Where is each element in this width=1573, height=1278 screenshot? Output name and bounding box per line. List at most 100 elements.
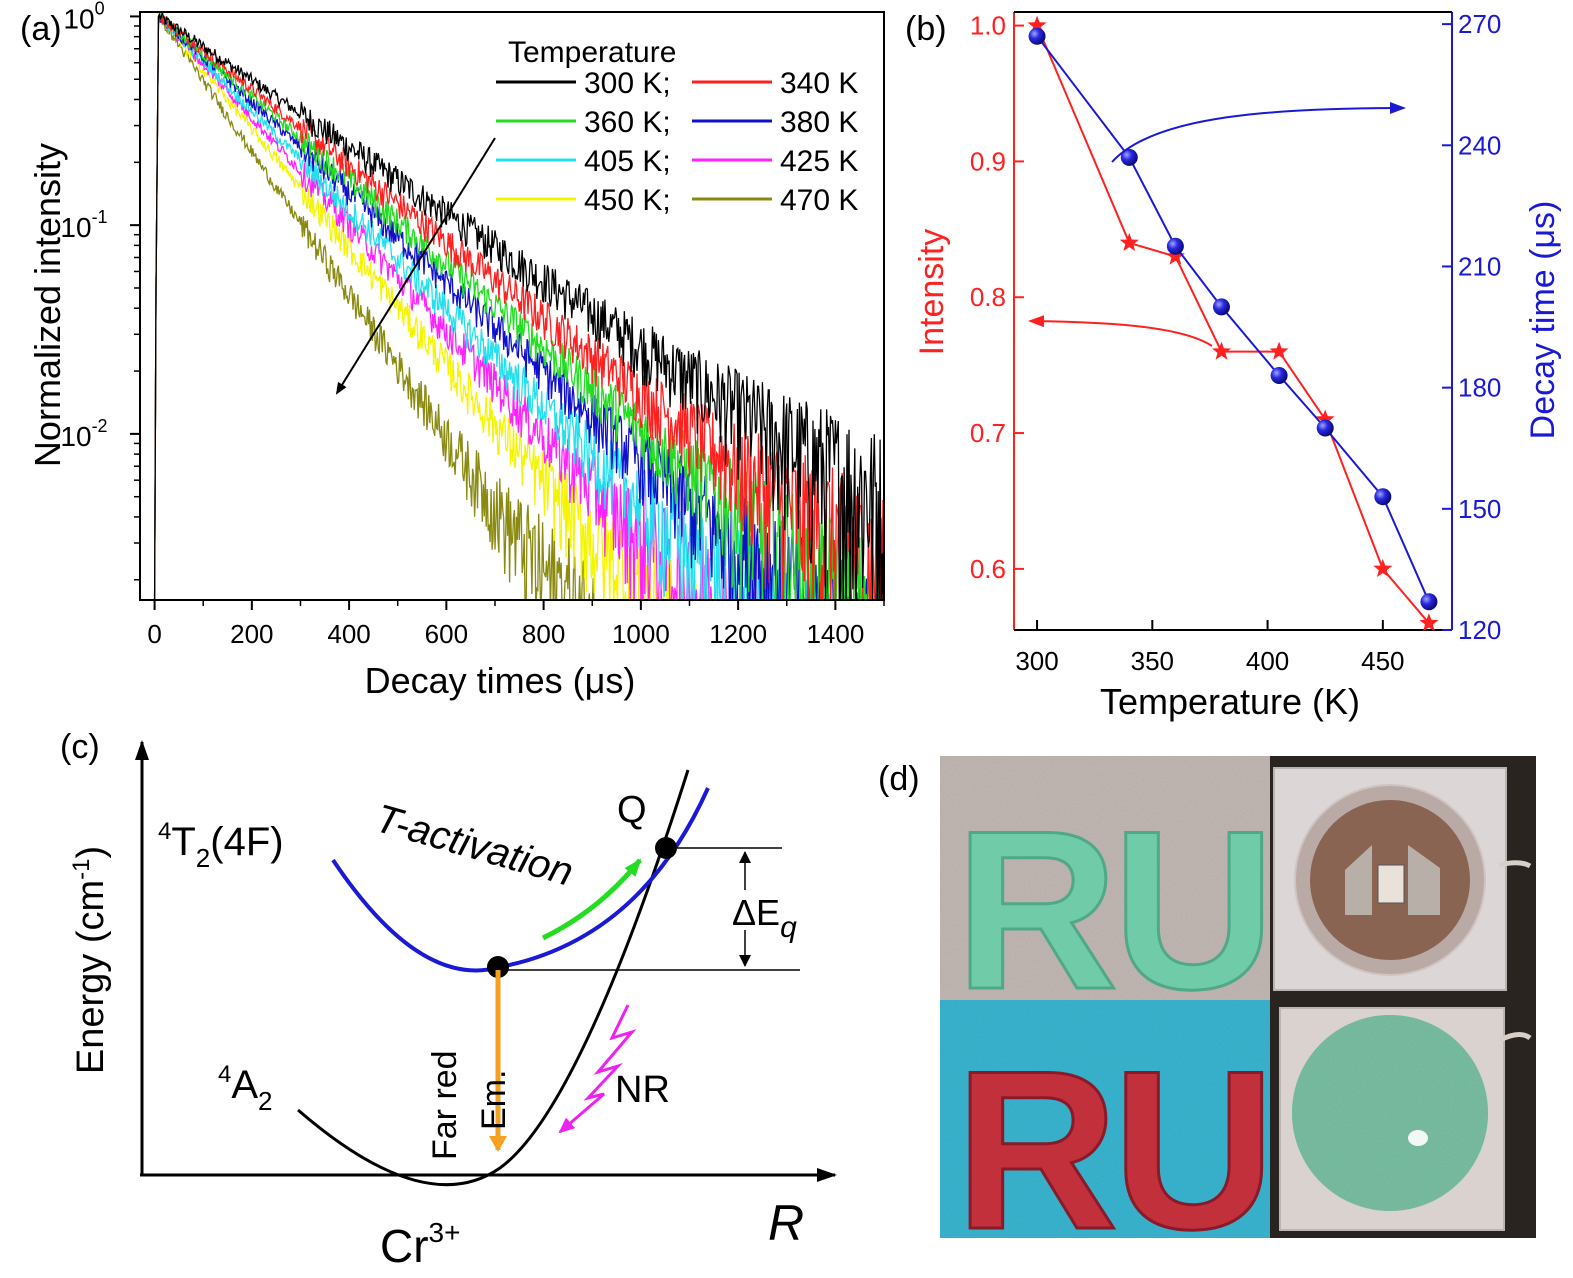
decay-time-point <box>1420 593 1438 611</box>
decay-axis-pointer-arrow <box>1111 102 1406 163</box>
left-tick-label: 0.6 <box>970 554 1006 584</box>
x-tick-label: 200 <box>230 619 273 649</box>
decay-time-line <box>1036 35 1430 603</box>
intensity-point <box>1165 246 1185 265</box>
legend-entry-label: 450 K; <box>584 184 671 217</box>
b-series <box>1027 15 1439 632</box>
decay-curve-340k <box>153 15 884 600</box>
intensity-line <box>1036 25 1430 624</box>
left-tick-label: 1.0 <box>970 11 1006 41</box>
y-tick-label: 10-1 <box>60 207 107 243</box>
right-tick-label: 270 <box>1458 9 1501 39</box>
right-tick-label: 210 <box>1458 251 1501 281</box>
decay-curve-360k <box>153 13 881 600</box>
decay-time-point <box>1316 419 1334 437</box>
legend-entry-label: 380 K <box>780 106 858 139</box>
decay-time-point <box>1120 148 1138 166</box>
panel-b-label: (b) <box>905 10 947 48</box>
decay-time-point <box>1270 367 1288 385</box>
decay-curve-450k <box>153 12 712 600</box>
legend-entry-label: 300 K; <box>584 67 671 100</box>
decay-time-point <box>1166 237 1184 255</box>
ground-state-label: 4A2 <box>218 1061 273 1116</box>
x-tick-label: 600 <box>425 619 468 649</box>
decay-curve-425k <box>153 13 768 600</box>
panel-c-label: (c) <box>60 728 100 766</box>
right-tick-label: 180 <box>1458 373 1501 403</box>
energy-axis-label: Energy (cm-1) <box>68 846 112 1074</box>
intensity-point <box>1212 341 1231 360</box>
legend-entry-label: 425 K <box>780 145 858 178</box>
panel-b-intensity-decay: (b) 300 350 400 450 0.6 0.7 0.8 0.9 1.0 120 150 180… <box>905 9 1562 722</box>
x-tick-label: 1400 <box>806 619 864 649</box>
delta-e-label: ΔEq <box>732 892 797 944</box>
t-activation-label: T-activation <box>371 796 578 894</box>
decay-time-point <box>1374 488 1392 506</box>
left-tick-label: 0.8 <box>970 282 1006 312</box>
x-tick-label: 400 <box>327 619 370 649</box>
photo-powder-uv: RU <box>940 1000 1277 1278</box>
thermal-activation-arrow <box>541 858 642 941</box>
powder-text-uv: RU <box>955 1023 1269 1276</box>
panel-a-label: (a) <box>20 10 62 48</box>
intensity-axis-pointer-arrow <box>1028 315 1213 347</box>
photo-led-chip <box>1270 756 1536 1000</box>
emission-label-2: Em. <box>475 1070 513 1130</box>
intensity-point <box>1373 558 1393 577</box>
decay-curve-300k <box>153 12 884 600</box>
legend-title: Temperature <box>508 36 676 69</box>
excited-state-minimum-dot <box>487 956 509 978</box>
intensity-point <box>1027 15 1047 34</box>
coordinate-axis-label: R <box>768 1195 804 1251</box>
crossing-point-label: Q <box>617 789 647 831</box>
left-axis-label: Intensity <box>913 229 951 356</box>
y-axis-ticks: 100 10-1 10-2 <box>60 0 140 581</box>
x-tick-label: 1000 <box>612 619 670 649</box>
right-tick-label: 120 <box>1458 615 1501 645</box>
b-x-tick-label: 400 <box>1246 646 1289 676</box>
b-x-tick-label: 450 <box>1361 646 1404 676</box>
panel-d-label: (d) <box>878 760 920 798</box>
y-axis-label: Normalized intensity <box>27 143 68 467</box>
decay-time-point <box>1212 298 1230 316</box>
intensity-point <box>1269 341 1289 360</box>
intensity-point <box>1315 409 1335 428</box>
nr-label: NR <box>615 1069 670 1111</box>
intensity-point <box>1119 232 1139 251</box>
decay-curve-470k <box>153 12 595 600</box>
x-axis-label: Decay times (μs) <box>365 660 636 701</box>
photo-coated-led <box>1270 1000 1536 1238</box>
legend: 300 K; 340 K 360 K; 380 K 405 K; 425 K 450 K; 4… <box>496 67 858 217</box>
b-axis-ticks: 300 350 400 450 0.6 0.7 0.8 0.9 1.0 120 150 180 210 2… <box>970 9 1502 676</box>
decay-time-point <box>1028 27 1046 45</box>
non-radiative-arrow <box>558 1004 637 1134</box>
legend-entry-label: 470 K <box>780 184 858 217</box>
ground-state-parabola <box>297 769 690 1187</box>
crossing-point-dot <box>655 837 677 859</box>
y-tick-label: 100 <box>63 0 104 34</box>
legend-entry-label: 340 K <box>780 67 858 100</box>
x-axis-ticks: 0 200 400 600 800 1000 1200 1400 <box>147 600 885 649</box>
b-x-tick-label: 300 <box>1015 646 1058 676</box>
ion-label: Cr3+ <box>380 1217 460 1272</box>
x-tick-label: 1200 <box>709 619 767 649</box>
panel-d-photographs: (d) RU RU <box>878 756 1536 1278</box>
x-axis-label-b: Temperature (K) <box>1100 681 1360 722</box>
powder-text-daylight: RU <box>955 783 1269 1036</box>
intensity-point <box>1419 613 1439 632</box>
panel-a-decay-curves: (a) 0 200 400 600 800 1000 1200 1400 100 10-1 10-… <box>20 0 885 701</box>
decay-curves <box>153 12 884 600</box>
left-tick-label: 0.7 <box>970 418 1006 448</box>
right-tick-label: 150 <box>1458 494 1501 524</box>
y-tick-label: 10-2 <box>60 416 107 452</box>
upper-state-label: 4T2(4F) <box>158 818 284 873</box>
plot-a-frame <box>139 11 885 601</box>
x-tick-label: 0 <box>147 619 161 649</box>
emission-label-1: Far red <box>426 1050 464 1160</box>
photo-powder-daylight: RU <box>940 756 1277 1038</box>
b-x-tick-label: 350 <box>1131 646 1174 676</box>
right-axis-label: Decay time (μs) <box>1524 201 1562 440</box>
right-tick-label: 240 <box>1458 130 1501 160</box>
legend-entry-label: 360 K; <box>584 106 671 139</box>
